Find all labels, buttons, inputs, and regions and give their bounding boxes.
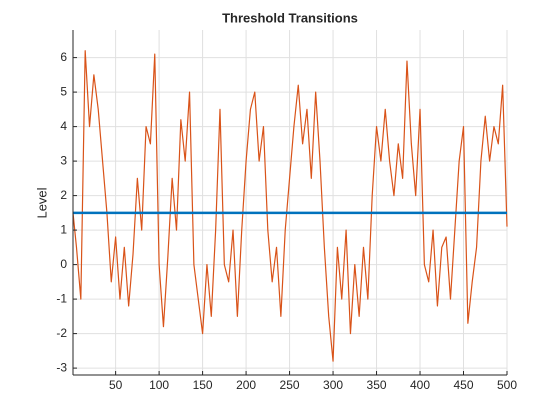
- chart-title: Threshold Transitions: [222, 10, 358, 25]
- y-tick-label: 1: [60, 222, 67, 236]
- x-tick-label: 350: [367, 378, 387, 392]
- y-tick-label: 6: [60, 50, 67, 64]
- y-tick-label: -2: [56, 326, 67, 340]
- y-tick-label: 4: [60, 119, 67, 133]
- y-tick-label: 2: [60, 188, 67, 202]
- x-tick-label: 500: [497, 378, 517, 392]
- x-tick-label: 50: [109, 378, 123, 392]
- x-tick-label: 200: [236, 378, 256, 392]
- y-tick-label: -3: [56, 360, 67, 374]
- data-line: [72, 50, 508, 362]
- x-tick-label: 400: [410, 378, 430, 392]
- y-tick-label: 5: [60, 84, 67, 98]
- axes: 50 100 150 200 250 300 350 400 450 500 -3 -2 -1 0 1 2 3 4…: [56, 30, 517, 392]
- x-tick-label: 150: [193, 378, 213, 392]
- x-tick-label: 450: [453, 378, 473, 392]
- x-tick-label: 300: [323, 378, 343, 392]
- plot-area: [72, 50, 508, 362]
- y-tick-label: 3: [60, 153, 67, 167]
- x-tick-label: 250: [280, 378, 300, 392]
- y-tick-label: 0: [60, 257, 67, 271]
- y-tick-label: -1: [56, 291, 67, 305]
- y-axis-label: Level: [34, 187, 49, 218]
- x-tick-label: 100: [149, 378, 169, 392]
